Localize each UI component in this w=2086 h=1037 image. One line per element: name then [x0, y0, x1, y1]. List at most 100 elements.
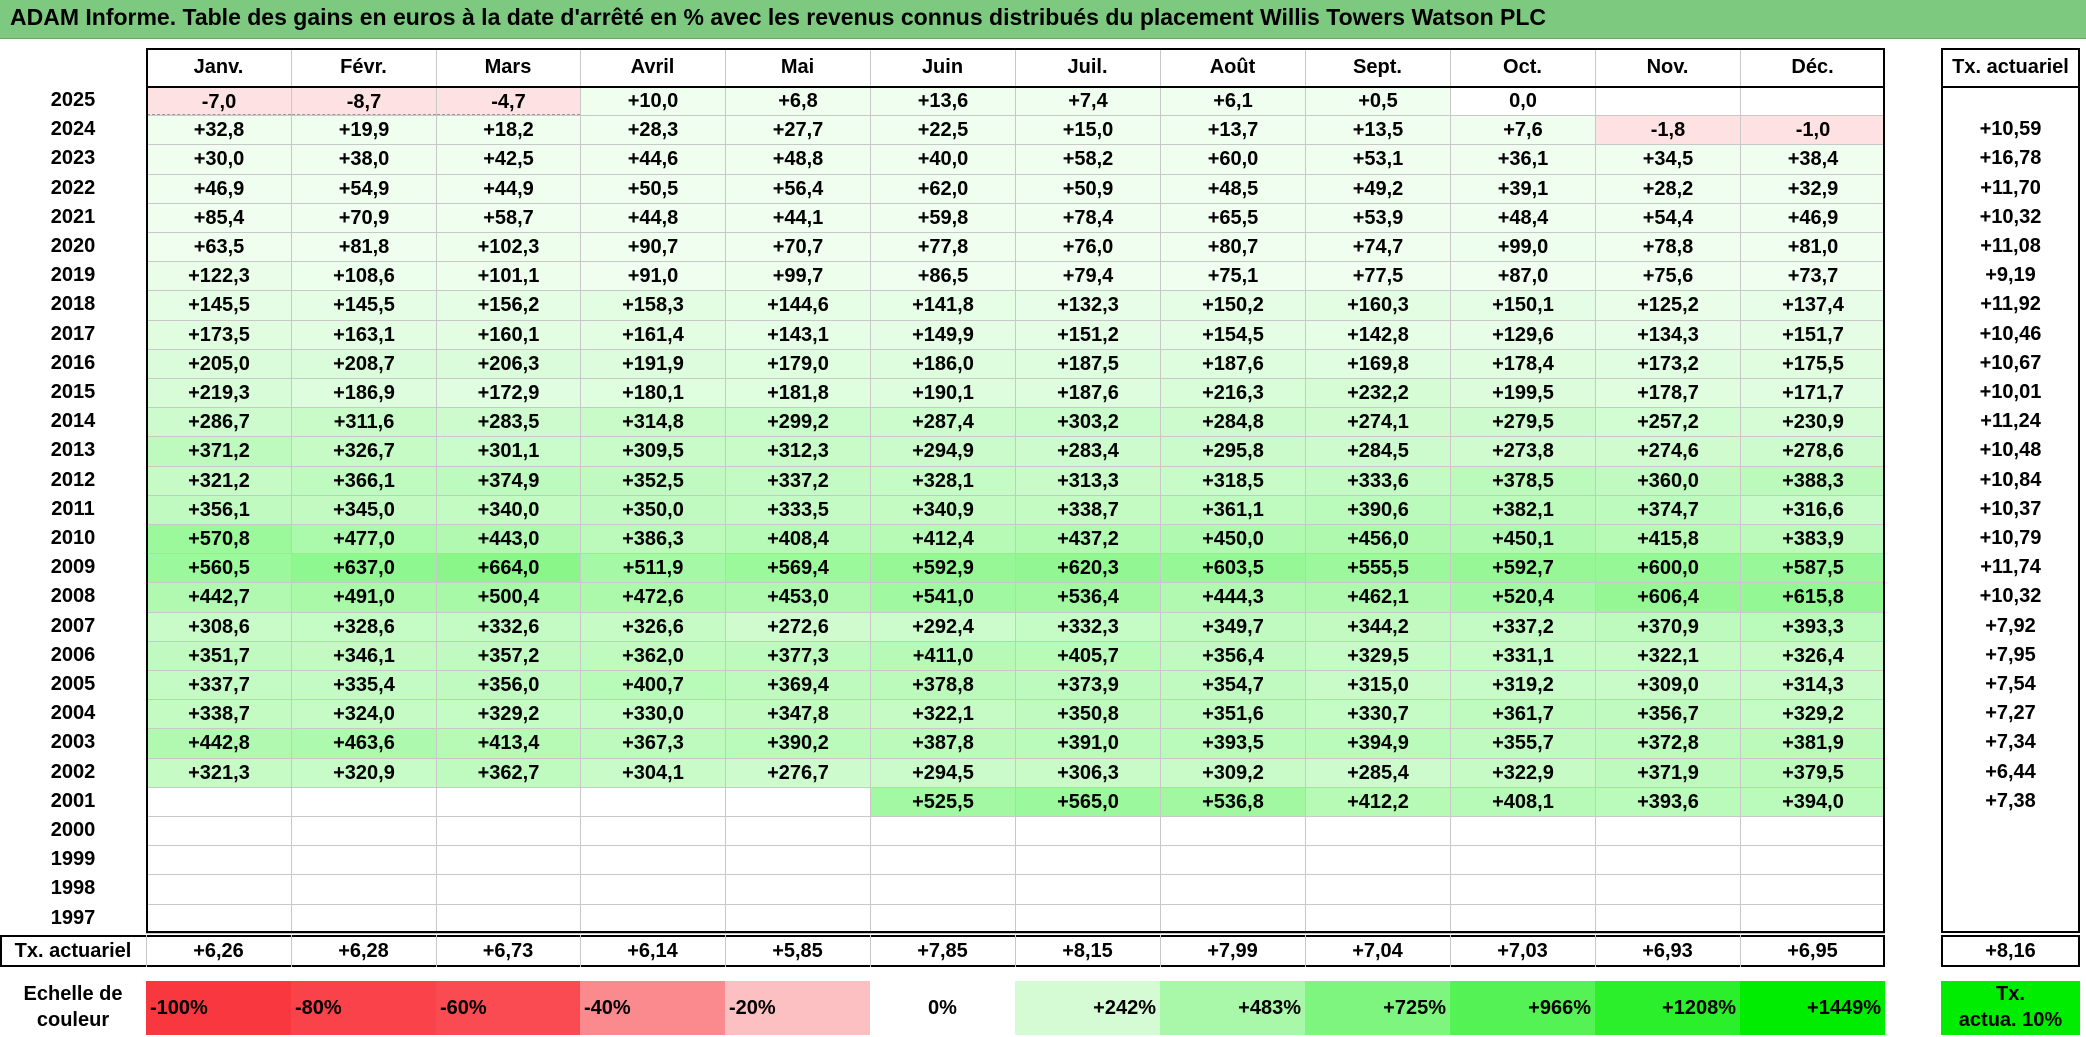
color-scale-step: -100% [146, 981, 291, 1035]
gain-cell: +331,1 [1451, 641, 1595, 670]
actuarial-rate-cell: +7,92 [1985, 614, 2036, 637]
year-label: 2018 [50, 293, 96, 316]
gain-cell: +511,9 [581, 554, 725, 583]
gain-cell: +462,1 [1306, 583, 1450, 612]
actuarial-scale-line2: actua. 10% [1958, 1009, 2063, 1031]
year-label: 2019 [50, 264, 96, 287]
gain-cell: +54,4 [1596, 203, 1740, 232]
gain-cell: +299,2 [726, 408, 870, 437]
gain-cell: +160,1 [437, 320, 580, 349]
actuarial-rate-cell: +7,27 [1985, 702, 2036, 725]
gain-cell: +411,0 [871, 641, 1015, 670]
gain-cell: +318,5 [1161, 466, 1305, 495]
gain-cell: +477,0 [292, 525, 436, 554]
gain-cell: +78,8 [1596, 233, 1740, 262]
gain-cell: +360,0 [1596, 466, 1740, 495]
gain-cell: +62,0 [871, 174, 1015, 203]
gain-cell: +444,3 [1161, 583, 1305, 612]
gain-cell [1016, 904, 1160, 933]
footer-divider [1305, 935, 1306, 967]
gain-cell: +319,2 [1451, 671, 1595, 700]
gain-cell: +172,9 [437, 379, 580, 408]
column-divider [436, 48, 437, 933]
column-divider [1305, 48, 1306, 933]
gain-cell: +143,1 [726, 320, 870, 349]
column-divider [1015, 48, 1016, 933]
gain-cell [147, 817, 291, 846]
gain-cell: +328,1 [871, 466, 1015, 495]
footer-divider [436, 935, 437, 967]
gain-cell: +453,0 [726, 583, 870, 612]
gain-cell: +555,5 [1306, 554, 1450, 583]
gain-cell: +85,4 [147, 203, 291, 232]
gain-cell: +178,4 [1451, 349, 1595, 378]
gain-cell [292, 875, 436, 904]
gain-cell: +6,1 [1161, 87, 1305, 116]
gain-cell [147, 787, 291, 816]
actuarial-rate-cell: +11,70 [1980, 176, 2041, 199]
gain-cell [292, 846, 436, 875]
gain-cell: +391,0 [1016, 729, 1160, 758]
month-header-8: Août [1209, 56, 1256, 78]
gain-cell: +178,7 [1596, 379, 1740, 408]
gain-cell: +328,6 [292, 612, 436, 641]
gain-cell [1741, 875, 1885, 904]
footer-rate-cell: +6,26 [193, 940, 244, 962]
gain-cell: +30,0 [147, 145, 291, 174]
gain-cell: +13,5 [1306, 116, 1450, 145]
gain-cell [871, 817, 1015, 846]
gain-cell: +199,5 [1451, 379, 1595, 408]
gain-cell: +75,1 [1161, 262, 1305, 291]
month-header-12: Déc. [1791, 56, 1834, 78]
gain-cell [871, 846, 1015, 875]
gain-cell: +22,5 [871, 116, 1015, 145]
gain-cell [437, 846, 580, 875]
color-scale-label-line2: couleur [36, 1009, 110, 1031]
gain-cell: +415,8 [1596, 525, 1740, 554]
gain-cell: +356,7 [1596, 700, 1740, 729]
year-label: 2021 [50, 205, 96, 228]
gain-cell: +38,4 [1741, 145, 1885, 174]
gain-cell: +620,3 [1016, 554, 1160, 583]
gain-cell [1016, 817, 1160, 846]
gain-cell [292, 904, 436, 933]
gain-cell: +70,9 [292, 203, 436, 232]
gain-cell: +405,7 [1016, 641, 1160, 670]
gain-cell: +491,0 [292, 583, 436, 612]
gain-cell: +381,9 [1741, 729, 1885, 758]
gain-cell: -4,7 [437, 87, 580, 116]
gain-cell: +393,3 [1741, 612, 1885, 641]
gain-cell: +314,8 [581, 408, 725, 437]
gain-cell: +58,7 [437, 203, 580, 232]
actuarial-rate-cell [1941, 874, 2080, 903]
gain-cell: +412,4 [871, 525, 1015, 554]
gain-cell: +340,0 [437, 495, 580, 524]
gain-cell: +338,7 [1016, 495, 1160, 524]
actuarial-rate-cell: +10,01 [1979, 381, 2042, 403]
gain-cell: +10,0 [581, 87, 725, 116]
gain-cell: +19,9 [292, 116, 436, 145]
gain-cell: +366,1 [292, 466, 436, 495]
footer-divider [1450, 935, 1451, 967]
year-label: 2003 [50, 731, 96, 754]
gain-cell [292, 817, 436, 846]
gain-cell: +371,2 [147, 437, 291, 466]
gain-cell [1596, 875, 1740, 904]
gain-cell: +369,4 [726, 671, 870, 700]
gain-cell: +664,0 [437, 554, 580, 583]
gain-cell: +637,0 [292, 554, 436, 583]
year-label: 2011 [51, 497, 95, 520]
gain-cell: +173,2 [1596, 349, 1740, 378]
year-label: 2014 [50, 410, 96, 433]
month-header-5: Mai [780, 56, 815, 78]
gain-cell: +90,7 [581, 233, 725, 262]
gain-cell [1016, 846, 1160, 875]
actuarial-header-underline [1941, 86, 2080, 88]
gain-cell [1161, 904, 1305, 933]
gain-cell: +560,5 [147, 554, 291, 583]
gain-cell [1306, 875, 1450, 904]
gain-cell: +345,0 [292, 495, 436, 524]
gain-cell: +70,7 [726, 233, 870, 262]
actuarial-rate-cell: +10,67 [1979, 351, 2042, 374]
gain-cell: +137,4 [1741, 291, 1885, 320]
